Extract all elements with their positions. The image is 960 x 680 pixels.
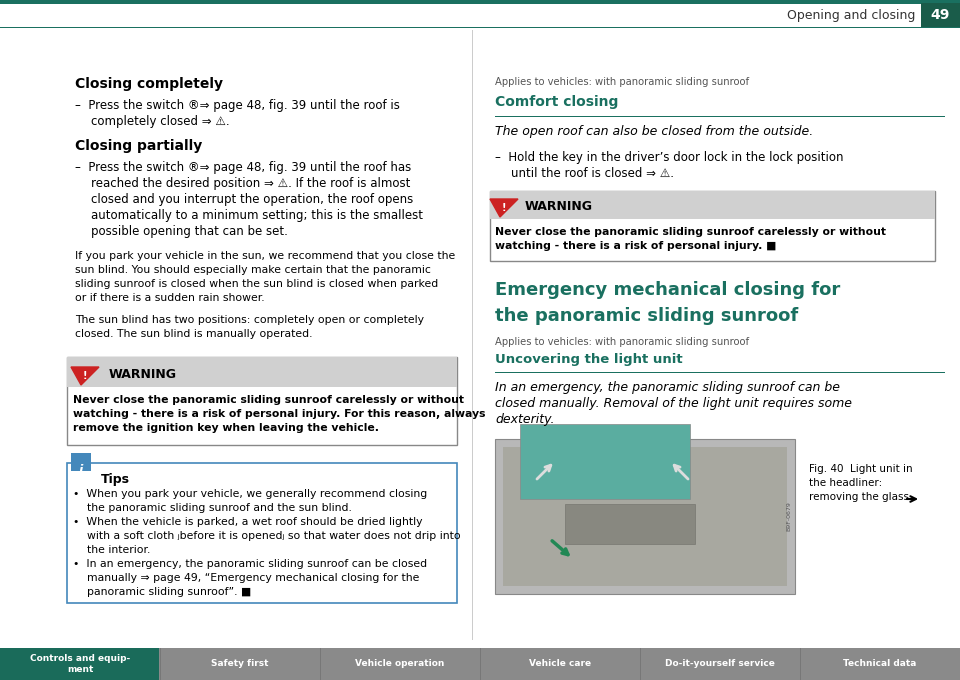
Text: Vehicle care: Vehicle care	[529, 660, 591, 668]
Text: the headliner:: the headliner:	[809, 478, 882, 488]
Text: The sun blind has two positions: completely open or completely: The sun blind has two positions: complet…	[75, 315, 424, 325]
Text: closed and you interrupt the operation, the roof opens: closed and you interrupt the operation, …	[91, 193, 413, 206]
Text: possible opening that can be set.: possible opening that can be set.	[91, 225, 288, 238]
Text: remove the ignition key when leaving the vehicle.: remove the ignition key when leaving the…	[73, 423, 379, 433]
Text: the panoramic sliding sunroof: the panoramic sliding sunroof	[495, 307, 799, 325]
Text: closed manually. Removal of the light unit requires some: closed manually. Removal of the light un…	[495, 397, 852, 410]
Text: Applies to vehicles: with panoramic sliding sunroof: Applies to vehicles: with panoramic slid…	[495, 337, 749, 347]
Polygon shape	[490, 199, 518, 217]
FancyBboxPatch shape	[495, 372, 945, 373]
Text: Emergency mechanical closing for: Emergency mechanical closing for	[495, 281, 840, 299]
Text: Fig. 40  Light unit in: Fig. 40 Light unit in	[809, 464, 913, 474]
Text: automatically to a minimum setting; this is the smallest: automatically to a minimum setting; this…	[91, 209, 423, 222]
Text: Vehicle operation: Vehicle operation	[355, 660, 444, 668]
Text: Uncovering the light unit: Uncovering the light unit	[495, 353, 683, 366]
FancyBboxPatch shape	[472, 30, 473, 640]
Text: –  Press the switch ®⇒ ​page 48, fig. 39 until the roof is: – Press the switch ®⇒ ​page 48, fig. 39 …	[75, 99, 400, 112]
FancyBboxPatch shape	[67, 357, 457, 387]
Text: panoramic sliding sunroof”. ■: panoramic sliding sunroof”. ■	[73, 587, 252, 597]
Text: until the roof is closed ⇒ ⚠.: until the roof is closed ⇒ ⚠.	[511, 167, 674, 180]
FancyBboxPatch shape	[520, 424, 690, 499]
FancyBboxPatch shape	[71, 453, 91, 471]
Text: WARNING: WARNING	[525, 199, 593, 212]
Text: Applies to vehicles: with panoramic sliding sunroof: Applies to vehicles: with panoramic slid…	[495, 77, 749, 87]
FancyBboxPatch shape	[0, 27, 960, 28]
Text: •  When you park your vehicle, we generally recommend closing: • When you park your vehicle, we general…	[73, 489, 427, 499]
Text: dexterity.: dexterity.	[495, 413, 555, 426]
Text: watching - there is a risk of personal injury. For this reason, always: watching - there is a risk of personal i…	[73, 409, 486, 419]
FancyBboxPatch shape	[490, 191, 935, 261]
Text: completely closed ⇒ ⚠.: completely closed ⇒ ⚠.	[91, 115, 229, 128]
Text: i: i	[79, 464, 84, 477]
Text: •  In an emergency, the panoramic sliding sunroof can be closed: • In an emergency, the panoramic sliding…	[73, 559, 427, 569]
Text: Never close the panoramic sliding sunroof carelessly or without: Never close the panoramic sliding sunroo…	[495, 227, 886, 237]
FancyBboxPatch shape	[495, 439, 795, 594]
Text: !: !	[83, 371, 87, 381]
Text: with a soft cloth ⱼbefore it is openedⱼ so that water does not drip into: with a soft cloth ⱼbefore it is openedⱼ …	[73, 531, 461, 541]
Text: In an emergency, the panoramic sliding sunroof can be: In an emergency, the panoramic sliding s…	[495, 381, 840, 394]
Text: !: !	[502, 203, 506, 213]
FancyBboxPatch shape	[495, 116, 945, 117]
FancyBboxPatch shape	[0, 648, 960, 680]
FancyBboxPatch shape	[800, 648, 801, 680]
Text: Closing completely: Closing completely	[75, 77, 223, 91]
Text: manually ⇒ page 49, “Emergency mechanical closing for the: manually ⇒ page 49, “Emergency mechanica…	[73, 573, 420, 583]
FancyBboxPatch shape	[67, 463, 457, 603]
Text: Opening and closing: Opening and closing	[786, 9, 915, 22]
Text: the panoramic sliding sunroof and the sun blind.: the panoramic sliding sunroof and the su…	[73, 503, 352, 513]
FancyBboxPatch shape	[480, 648, 481, 680]
Text: B9F-0679: B9F-0679	[786, 502, 791, 532]
FancyBboxPatch shape	[67, 357, 457, 445]
Text: Do-it-yourself service: Do-it-yourself service	[665, 660, 775, 668]
Text: WARNING: WARNING	[109, 367, 177, 381]
FancyBboxPatch shape	[565, 504, 695, 544]
FancyBboxPatch shape	[503, 447, 787, 586]
Text: Never close the panoramic sliding sunroof carelessly or without: Never close the panoramic sliding sunroo…	[73, 395, 464, 405]
Text: The open roof can also be closed from the outside.: The open roof can also be closed from th…	[495, 125, 813, 138]
FancyBboxPatch shape	[0, 0, 960, 4]
Text: Tips: Tips	[101, 473, 130, 486]
Text: 49: 49	[931, 8, 950, 22]
Polygon shape	[71, 367, 99, 385]
Text: Safety first: Safety first	[211, 660, 269, 668]
Text: sliding sunroof is closed when the sun blind is closed when parked: sliding sunroof is closed when the sun b…	[75, 279, 439, 289]
FancyBboxPatch shape	[320, 648, 321, 680]
FancyBboxPatch shape	[640, 648, 641, 680]
Text: sun blind. You should especially make certain that the panoramic: sun blind. You should especially make ce…	[75, 265, 431, 275]
Text: Comfort closing: Comfort closing	[495, 95, 618, 109]
Text: the interior.: the interior.	[73, 545, 151, 555]
Text: If you park your vehicle in the sun, we recommend that you close the: If you park your vehicle in the sun, we …	[75, 251, 455, 261]
FancyBboxPatch shape	[0, 648, 159, 680]
FancyBboxPatch shape	[490, 191, 935, 219]
FancyBboxPatch shape	[160, 648, 161, 680]
Text: –  Hold the key in the driver’s door lock in the lock position: – Hold the key in the driver’s door lock…	[495, 151, 844, 164]
Text: reached the desired position ⇒ ⚠. If the roof is almost: reached the desired position ⇒ ⚠. If the…	[91, 177, 410, 190]
Text: Controls and equip-
ment: Controls and equip- ment	[30, 654, 131, 674]
Text: Technical data: Technical data	[843, 660, 917, 668]
Text: closed. The sun blind is manually operated.: closed. The sun blind is manually operat…	[75, 329, 313, 339]
Text: removing the glass: removing the glass	[809, 492, 909, 502]
FancyBboxPatch shape	[921, 3, 960, 27]
Text: •  When the vehicle is parked, a wet roof should be dried lightly: • When the vehicle is parked, a wet roof…	[73, 517, 422, 527]
Text: or if there is a sudden rain shower.: or if there is a sudden rain shower.	[75, 293, 265, 303]
Text: –  Press the switch ®⇒ ​page 48, fig. 39 until the roof has: – Press the switch ®⇒ ​page 48, fig. 39 …	[75, 161, 411, 174]
Text: watching - there is a risk of personal injury. ■: watching - there is a risk of personal i…	[495, 241, 777, 251]
Text: Closing partially: Closing partially	[75, 139, 203, 153]
